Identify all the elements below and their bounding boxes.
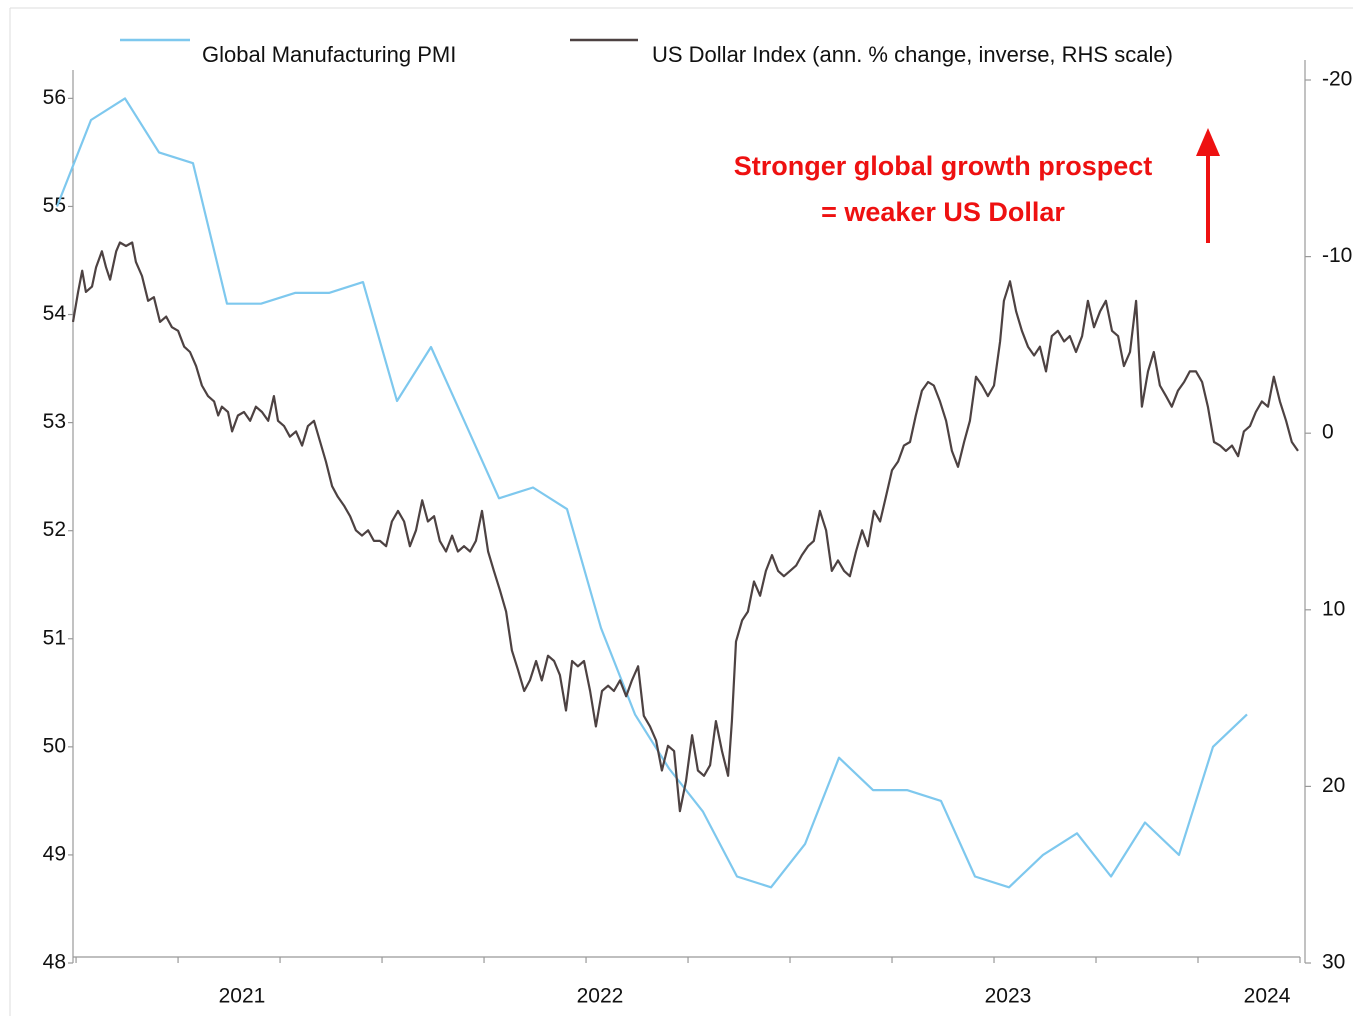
arrow-head <box>1196 128 1220 156</box>
x-tick-label: 2022 <box>577 985 624 1008</box>
y-tick-label: 50 <box>43 734 66 757</box>
y-tick-label: 48 <box>43 951 66 974</box>
y2-tick-label: -10 <box>1322 244 1352 267</box>
y-tick-label: 55 <box>43 194 66 217</box>
line-series <box>55 97 1248 889</box>
y-tick-label: 54 <box>43 302 67 325</box>
annotation: = weaker US Dollar <box>821 197 1065 227</box>
annotation: Stronger global growth prospect <box>734 151 1153 181</box>
y2-tick-label: 30 <box>1322 951 1345 974</box>
y-tick-label: 51 <box>43 626 66 649</box>
y-tick-label: 53 <box>43 410 66 433</box>
y-tick-label: 56 <box>43 86 66 109</box>
legend-label: US Dollar Index (ann. % change, inverse,… <box>652 42 1173 67</box>
y-tick-label: 49 <box>43 842 66 865</box>
legend-label: Global Manufacturing PMI <box>202 42 456 67</box>
y2-tick-label: 20 <box>1322 774 1345 797</box>
y2-tick-label: 10 <box>1322 597 1345 620</box>
x-tick-label: 2021 <box>219 985 266 1008</box>
line-series <box>71 241 1299 813</box>
x-tick-label: 2023 <box>985 985 1032 1008</box>
y2-tick-label: -20 <box>1322 68 1352 91</box>
y-tick-label: 52 <box>43 518 66 541</box>
y2-tick-label: 0 <box>1322 421 1334 444</box>
x-tick-label: 2024 <box>1244 985 1291 1008</box>
